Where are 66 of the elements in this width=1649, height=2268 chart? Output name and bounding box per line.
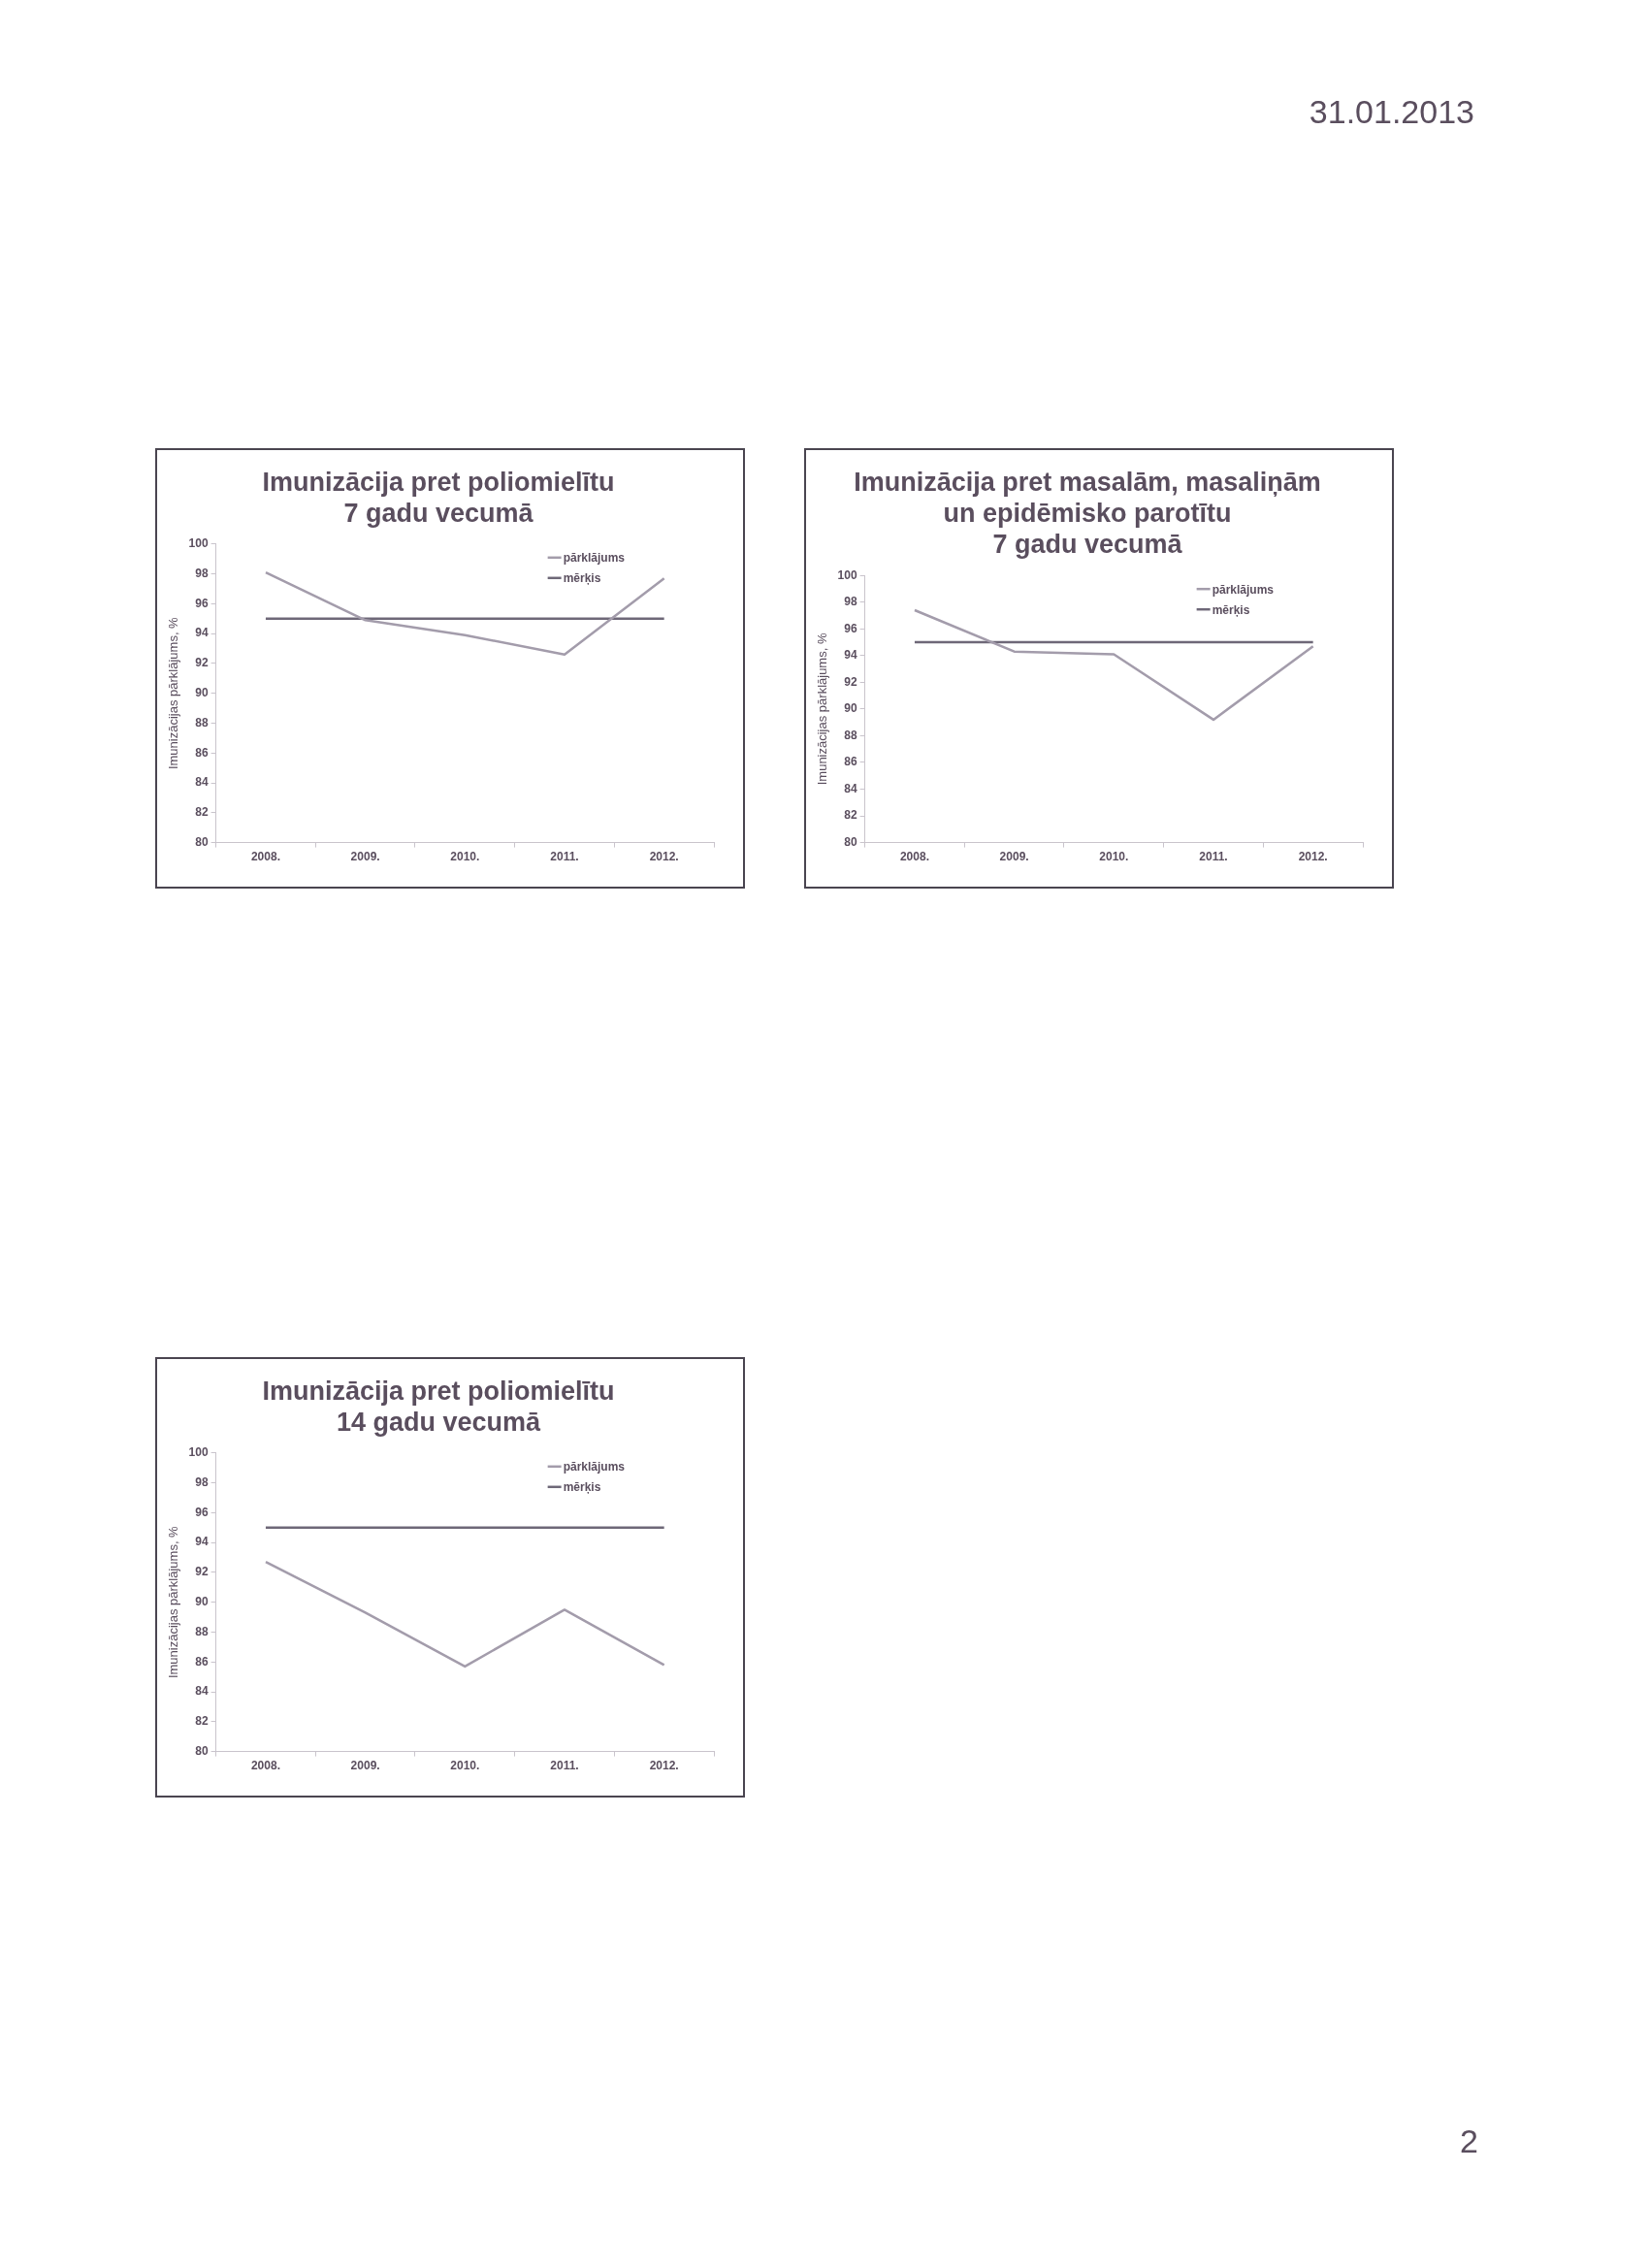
y-tick-label: 96 bbox=[844, 621, 857, 635]
x-tick-label: 2009. bbox=[350, 850, 380, 864]
legend-label: mērķis bbox=[563, 1480, 601, 1495]
y-tick-label: 82 bbox=[195, 1714, 209, 1729]
y-tick-label: 98 bbox=[844, 595, 857, 609]
y-tick-label: 96 bbox=[195, 1505, 209, 1519]
y-tick-label: 96 bbox=[195, 596, 209, 610]
y-tick-label: 90 bbox=[844, 701, 857, 716]
y-tick-label: 86 bbox=[195, 745, 209, 760]
y-tick-label: 92 bbox=[195, 1565, 209, 1579]
y-tick-label: 100 bbox=[837, 567, 857, 582]
x-tick-label: 2009. bbox=[350, 1759, 380, 1773]
y-tick-label: 90 bbox=[195, 686, 209, 700]
text: 14 gadu vecumā bbox=[336, 1408, 541, 1438]
legend-label: pārklājums bbox=[1212, 582, 1275, 597]
y-axis-title: Imunizācijas pārklājums, % bbox=[166, 616, 181, 770]
y-tick-label: 98 bbox=[195, 566, 209, 580]
legend-label: pārklājums bbox=[563, 1460, 626, 1474]
y-tick-label: 84 bbox=[195, 1684, 209, 1699]
x-tick-label: 2008. bbox=[250, 850, 280, 864]
y-tick-label: 88 bbox=[195, 1624, 209, 1638]
y-tick-label: 88 bbox=[195, 715, 209, 729]
text: 2 bbox=[1460, 2122, 1478, 2160]
y-tick-label: 88 bbox=[844, 728, 857, 742]
legend-label: mērķis bbox=[563, 571, 601, 586]
y-axis-title: Imunizācijas pārklājums, % bbox=[815, 632, 830, 786]
y-tick-label: 94 bbox=[844, 648, 857, 663]
y-tick-label: 92 bbox=[844, 674, 857, 689]
text: 7 gadu vecumā bbox=[992, 530, 1182, 560]
legend-label: mērķis bbox=[1212, 602, 1250, 617]
y-axis-title: Imunizācijas pārklājums, % bbox=[166, 1525, 181, 1679]
text: 7 gadu vecumā bbox=[343, 499, 534, 529]
text: 31.01.2013 bbox=[1309, 93, 1474, 131]
x-tick-label: 2010. bbox=[450, 1759, 480, 1773]
y-tick-label: 100 bbox=[188, 536, 209, 551]
x-tick-label: 2011. bbox=[550, 1759, 579, 1773]
x-tick-label: 2012. bbox=[649, 850, 679, 864]
x-tick-label: 2008. bbox=[250, 1759, 280, 1773]
y-tick-label: 82 bbox=[195, 805, 209, 820]
y-tick-label: 86 bbox=[844, 755, 857, 769]
text: Imunizācija pret poliomielītu bbox=[262, 1376, 615, 1406]
y-tick-label: 94 bbox=[195, 1535, 209, 1549]
y-tick-label: 94 bbox=[195, 626, 209, 640]
y-tick-label: 80 bbox=[195, 1743, 209, 1758]
x-tick-label: 2012. bbox=[649, 1759, 679, 1773]
y-tick-label: 98 bbox=[195, 1474, 209, 1489]
y-tick-label: 80 bbox=[195, 834, 209, 849]
x-tick-label: 2010. bbox=[1099, 850, 1129, 864]
y-tick-label: 80 bbox=[844, 834, 857, 849]
x-tick-label: 2011. bbox=[550, 850, 579, 864]
y-tick-label: 90 bbox=[195, 1595, 209, 1609]
x-tick-label: 2010. bbox=[450, 850, 480, 864]
text: un epidēmisko parotītu bbox=[943, 499, 1232, 529]
x-tick-label: 2011. bbox=[1199, 850, 1228, 864]
x-tick-label: 2009. bbox=[999, 850, 1029, 864]
y-tick-label: 84 bbox=[844, 781, 857, 795]
text: Imunizācija pret masalām, masaliņām bbox=[854, 467, 1321, 497]
legend-label: pārklājums bbox=[563, 551, 626, 566]
y-tick-label: 92 bbox=[195, 656, 209, 670]
x-tick-label: 2008. bbox=[899, 850, 929, 864]
y-tick-label: 100 bbox=[188, 1445, 209, 1460]
y-tick-label: 82 bbox=[844, 808, 857, 823]
y-tick-label: 86 bbox=[195, 1654, 209, 1669]
y-tick-label: 84 bbox=[195, 775, 209, 790]
text: Imunizācija pret poliomielītu bbox=[262, 467, 615, 497]
x-tick-label: 2012. bbox=[1298, 850, 1328, 864]
